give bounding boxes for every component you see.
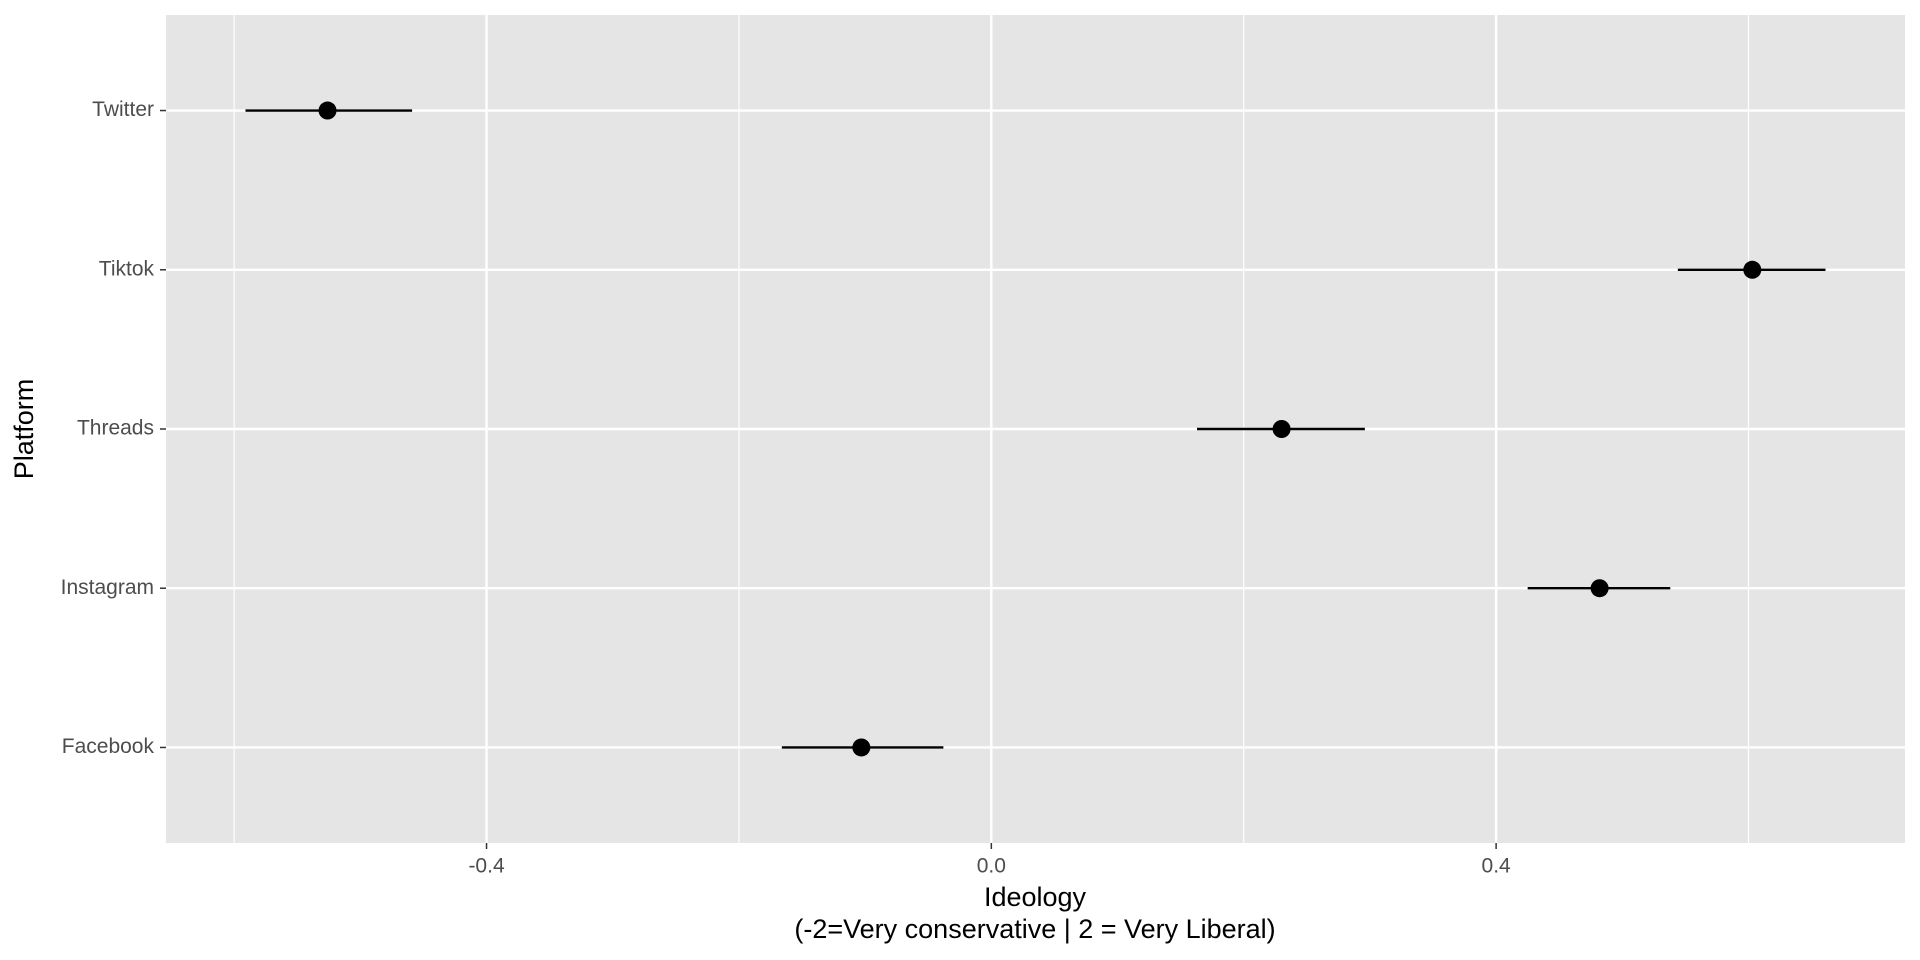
marks	[245, 101, 1826, 757]
grid	[166, 15, 1905, 843]
x-axis-subtitle: (-2=Very conservative | 2 = Very Liberal…	[794, 914, 1275, 944]
y-tick-label: Threads	[77, 417, 154, 440]
point	[1743, 260, 1762, 279]
y-tick-label: Twitter	[92, 98, 154, 121]
y-tick-label: Tiktok	[99, 257, 155, 280]
x-tick-label: 0.0	[977, 855, 1006, 878]
y-tick-label: Facebook	[62, 735, 155, 758]
y-tick-label: Instagram	[61, 576, 154, 599]
x-tick-label: 0.4	[1482, 855, 1512, 878]
y-axis-title: Platform	[9, 379, 39, 480]
x-tick-label: -0.4	[468, 855, 505, 878]
point	[318, 101, 337, 120]
x-axis-title: Ideology	[984, 882, 1087, 912]
point	[852, 738, 871, 757]
point	[1272, 420, 1291, 438]
point	[1590, 579, 1609, 598]
